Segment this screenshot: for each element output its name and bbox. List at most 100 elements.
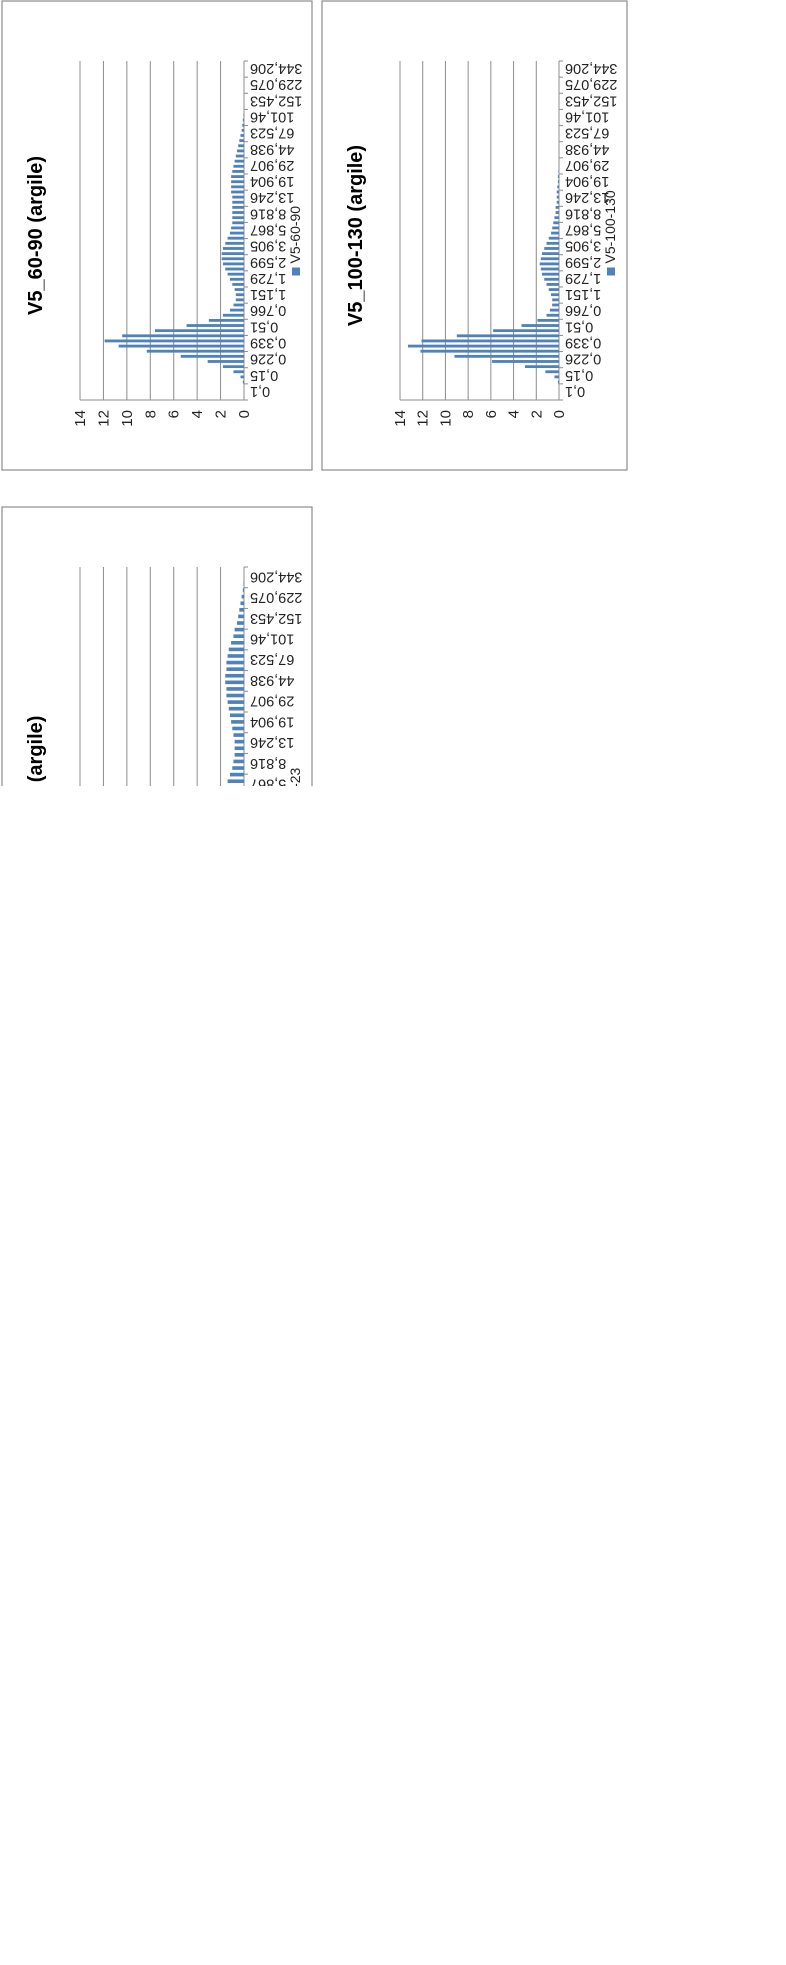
- bar: [240, 601, 245, 606]
- x-tick-label: 3,905: [250, 238, 286, 254]
- bar: [231, 190, 245, 194]
- bar: [225, 241, 244, 245]
- bar: [225, 673, 244, 678]
- x-tick-label: 152,453: [250, 92, 302, 108]
- bar: [222, 262, 245, 266]
- x-tick-label: 0,1: [250, 383, 270, 399]
- bar: [222, 313, 245, 317]
- bar: [227, 700, 245, 704]
- y-tick-label: 10: [119, 410, 136, 427]
- bar: [552, 298, 560, 302]
- bar: [233, 164, 244, 168]
- bar: [234, 159, 244, 163]
- charts-page: V2_20-50 (silt très grossier)02468101214…: [0, 0, 786, 786]
- bar: [232, 283, 245, 286]
- bar: [229, 772, 244, 777]
- x-tick-label: 0,226: [565, 351, 601, 367]
- x-tick-label: 13,246: [250, 734, 294, 750]
- y-tick-label: 0: [551, 410, 568, 418]
- x-tick-label: 8,816: [250, 755, 286, 771]
- y-tick-label: 4: [506, 410, 523, 418]
- bar: [241, 128, 245, 132]
- bar: [540, 267, 559, 271]
- x-tick-label: 8,816: [565, 205, 601, 221]
- y-tick-label: 6: [483, 410, 500, 418]
- bar: [221, 257, 245, 261]
- x-tick-label: 19,904: [250, 713, 294, 729]
- bar: [232, 195, 245, 199]
- bar: [234, 288, 244, 291]
- bar: [239, 608, 244, 612]
- bar: [541, 252, 560, 256]
- bar: [554, 216, 560, 220]
- bar: [556, 190, 560, 194]
- bar: [122, 334, 244, 338]
- x-tick-label: 101,46: [565, 109, 609, 125]
- bar: [557, 380, 559, 384]
- y-tick-label: 4: [189, 410, 206, 418]
- legend-swatch: [607, 267, 615, 276]
- bar: [521, 324, 559, 327]
- legend-label: V5-60-90: [287, 206, 303, 264]
- bar: [231, 185, 245, 189]
- bar: [186, 324, 245, 327]
- x-tick-label: 44,938: [565, 141, 609, 157]
- x-tick-label: 0,339: [565, 335, 601, 351]
- bar: [222, 247, 245, 250]
- x-tick-label: 0,51: [250, 318, 278, 334]
- x-tick-label: 44,938: [250, 141, 294, 157]
- bar: [226, 667, 245, 671]
- x-tick-label: 0,766: [565, 302, 601, 318]
- bar: [407, 344, 560, 348]
- x-tick-label: 1,151: [250, 286, 286, 302]
- x-tick-label: 0,15: [250, 367, 278, 383]
- bar: [243, 113, 245, 117]
- bar: [233, 634, 244, 639]
- x-tick-label: 0,766: [250, 302, 286, 318]
- x-tick-label: 13,246: [565, 189, 609, 205]
- bar: [421, 339, 560, 343]
- bar: [233, 303, 244, 307]
- y-tick-label: 10: [437, 410, 454, 427]
- bar: [229, 231, 244, 235]
- bar: [241, 594, 245, 599]
- x-tick-label: 1,151: [565, 286, 601, 302]
- x-tick-label: 101,46: [250, 109, 294, 125]
- bar: [233, 370, 244, 374]
- y-tick-label: 2: [528, 410, 545, 418]
- x-tick-label: 1,729: [565, 270, 601, 286]
- bar: [236, 621, 245, 625]
- x-tick-label: 344,206: [565, 60, 617, 76]
- bar: [240, 134, 245, 137]
- y-tick-label: 12: [95, 410, 112, 427]
- x-tick-label: 13,246: [250, 189, 294, 205]
- bar: [537, 318, 560, 322]
- bar: [225, 680, 244, 685]
- x-tick-label: 0,339: [250, 335, 286, 351]
- bar: [104, 339, 244, 343]
- bar: [556, 195, 560, 199]
- bar: [229, 277, 244, 281]
- y-tick-label: 14: [72, 410, 89, 427]
- bar: [234, 739, 244, 744]
- bar: [118, 344, 244, 348]
- bar: [229, 713, 244, 718]
- bar: [221, 252, 245, 256]
- bar: [226, 693, 245, 698]
- bar: [556, 200, 560, 204]
- bar: [555, 205, 559, 209]
- bar: [242, 588, 244, 592]
- legend-label: V4-0-23: [287, 767, 303, 786]
- bar: [239, 139, 244, 143]
- bar: [227, 779, 245, 784]
- bar: [454, 354, 559, 358]
- bar: [232, 200, 245, 204]
- x-tick-label: 19,904: [250, 173, 294, 189]
- x-tick-label: 344,206: [250, 568, 302, 584]
- bar: [557, 185, 560, 189]
- x-tick-label: 29,907: [565, 157, 609, 173]
- bar: [548, 288, 559, 291]
- bar: [242, 380, 244, 384]
- bar: [549, 308, 560, 312]
- bar: [231, 175, 245, 178]
